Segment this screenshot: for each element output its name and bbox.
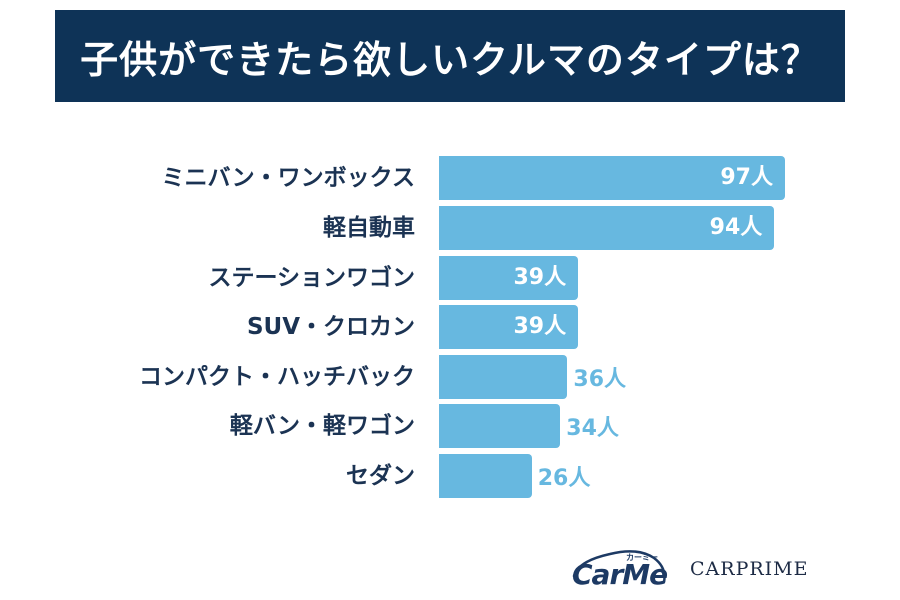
category-label: ミニバン・ワンボックス bbox=[161, 165, 415, 191]
value-label: 26人 bbox=[537, 466, 591, 491]
value-label: 36人 bbox=[573, 367, 627, 392]
category-label: 軽バン・軽ワゴン bbox=[229, 413, 415, 439]
bar: 97人 bbox=[439, 156, 785, 200]
value-label: 39人 bbox=[513, 265, 567, 290]
car-outline-icon bbox=[572, 550, 666, 584]
title-banner: 子供ができたら欲しいクルマのタイプは？ bbox=[55, 10, 845, 102]
bar-row: コンパクト・ハッチバック 36人 bbox=[0, 355, 900, 399]
bar: 94人 bbox=[439, 206, 775, 250]
category-label: SUV・クロカン bbox=[246, 314, 415, 340]
chart-title: 子供ができたら欲しいクルマのタイプは？ bbox=[80, 37, 820, 82]
bar bbox=[439, 404, 561, 448]
bar: 39人 bbox=[439, 256, 579, 300]
category-label: セダン bbox=[346, 463, 415, 489]
value-label: 94人 bbox=[709, 215, 763, 240]
bar-row: ミニバン・ワンボックス 97人 bbox=[0, 156, 900, 200]
carme-kana: カーミー bbox=[626, 553, 658, 562]
bar-row: SUV・クロカン 39人 bbox=[0, 305, 900, 349]
carprime-logo: CARPRIME bbox=[690, 558, 809, 580]
bar-row: ステーションワゴン 39人 bbox=[0, 256, 900, 300]
value-label: 34人 bbox=[566, 416, 619, 441]
carme-logo: カーミー CarMe bbox=[570, 546, 670, 591]
bar-row: セダン 26人 bbox=[0, 454, 900, 498]
bar bbox=[439, 355, 568, 399]
bar-row: 軽バン・軽ワゴン 34人 bbox=[0, 404, 900, 448]
value-label: 97人 bbox=[720, 165, 773, 190]
footer-logos: カーミー CarMe CARPRIME bbox=[0, 540, 900, 600]
bar bbox=[439, 454, 532, 498]
value-label: 39人 bbox=[513, 314, 567, 339]
bar-chart: ミニバン・ワンボックス 97人 軽自動車 94人 ステーションワゴン 39人 S… bbox=[0, 156, 900, 506]
bar-row: 軽自動車 94人 bbox=[0, 206, 900, 250]
category-label: コンパクト・ハッチバック bbox=[139, 364, 415, 390]
carme-wordmark: CarMe bbox=[572, 558, 668, 591]
category-label: ステーションワゴン bbox=[208, 265, 415, 291]
bar: 39人 bbox=[439, 305, 579, 349]
category-label: 軽自動車 bbox=[323, 215, 415, 241]
